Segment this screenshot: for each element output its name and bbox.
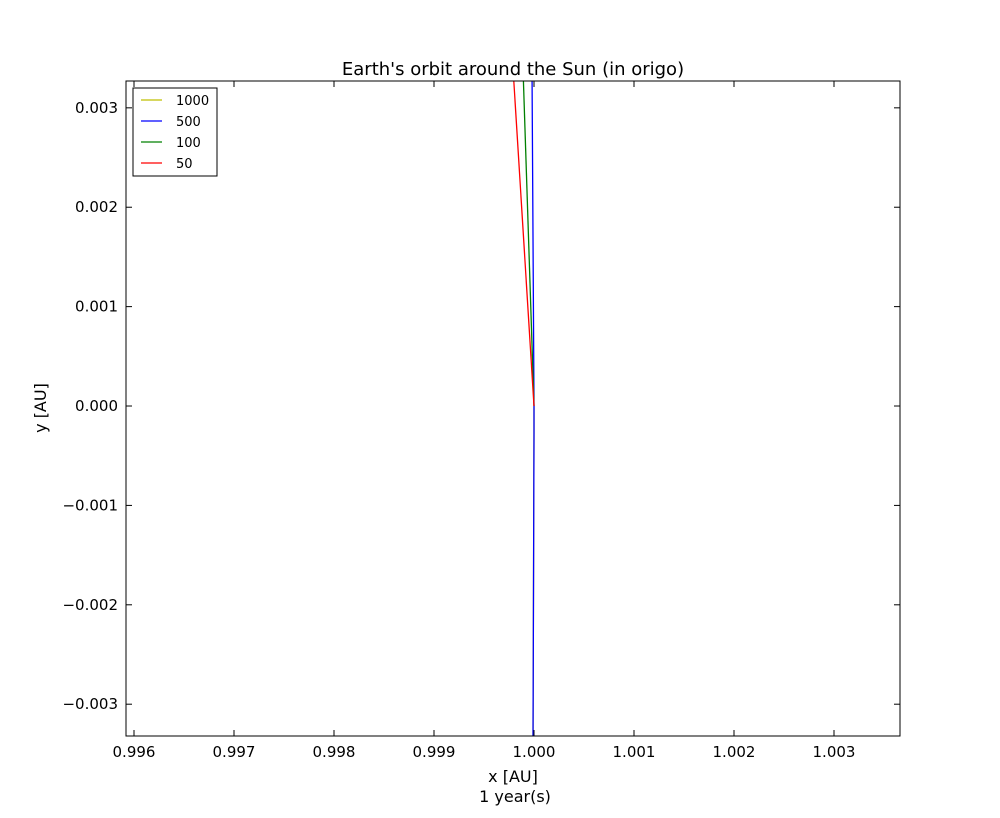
- series-layer: [513, 81, 535, 736]
- y-tick-label: 0.000: [75, 397, 118, 415]
- x-tick-label: 0.996: [113, 743, 156, 761]
- x-axis-sublabel: 1 year(s): [479, 787, 551, 806]
- legend-label: 50: [176, 157, 193, 172]
- x-tick-label: 0.998: [313, 743, 356, 761]
- legend-label: 500: [176, 115, 201, 130]
- series-line-500: [531, 81, 535, 736]
- series-line-100: [522, 81, 535, 407]
- x-tick-label: 0.997: [213, 743, 256, 761]
- legend-label: 1000: [176, 94, 209, 109]
- y-tick-label: 0.003: [75, 99, 118, 117]
- chart-title: Earth's orbit around the Sun (in origo): [342, 59, 684, 80]
- x-axis-label: x [AU]: [488, 767, 538, 786]
- legend: 1000 500 100 50: [132, 87, 218, 177]
- x-tick-label: 1.001: [613, 743, 656, 761]
- legend-label: 100: [176, 136, 201, 151]
- y-tick-label: −0.002: [62, 596, 118, 614]
- ticks-layer: 0.996 0.997 0.998 0.999 1.000 1.001 1.002 1.003…: [62, 81, 900, 761]
- plot-frame: [125, 80, 901, 737]
- legend-entries: 1000 500 100 50: [141, 94, 209, 172]
- x-tick-label: 1.002: [713, 743, 756, 761]
- y-tick-label: −0.003: [62, 695, 118, 713]
- x-tick-label: 1.003: [813, 743, 856, 761]
- x-tick-label: 0.999: [413, 743, 456, 761]
- legend-frame: [132, 87, 218, 177]
- series-line-50: [513, 81, 535, 407]
- y-tick-label: 0.002: [75, 198, 118, 216]
- y-tick-label: 0.001: [75, 298, 118, 316]
- y-tick-label: −0.001: [62, 496, 118, 514]
- x-tick-label: 1.000: [513, 743, 556, 761]
- plot-area: [126, 81, 900, 736]
- y-axis-label: y [AU]: [31, 383, 50, 433]
